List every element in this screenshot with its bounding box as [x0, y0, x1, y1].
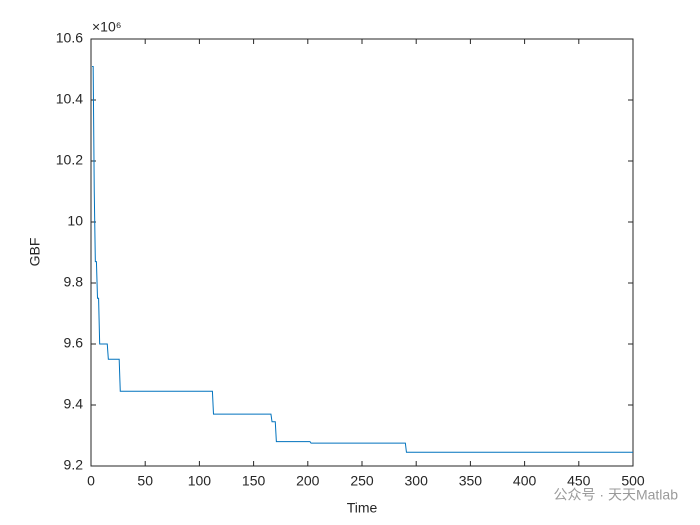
x-tick-label: 350: [459, 473, 483, 489]
x-tick-label: 250: [350, 473, 374, 489]
x-axis-label: Time: [347, 500, 378, 516]
x-tick-label: 150: [242, 473, 266, 489]
x-tick-label: 100: [188, 473, 212, 489]
data-line: [92, 65, 633, 453]
x-tick-label: 0: [87, 473, 95, 489]
y-tick-label: 10.4: [56, 91, 83, 107]
y-exponent-label: ×10⁶: [92, 19, 122, 35]
watermark: 公众号 · 天天Matlab: [554, 487, 679, 503]
x-tick-label: 500: [621, 473, 645, 489]
y-tick-label: 9.2: [64, 457, 84, 473]
y-tick-label: 9.8: [64, 274, 84, 290]
y-tick-label: 9.6: [64, 335, 84, 351]
y-tick-label: 9.4: [64, 396, 84, 412]
x-tick-label: 300: [405, 473, 429, 489]
y-tick-label: 10.2: [56, 152, 83, 168]
y-axis-label: GBF: [27, 238, 43, 267]
x-tick-label: 50: [137, 473, 153, 489]
x-tick-label: 200: [296, 473, 320, 489]
y-tick-label: 10.6: [56, 30, 83, 46]
x-tick-label: 400: [513, 473, 537, 489]
y-tick-label: 10: [67, 213, 83, 229]
x-tick-label: 450: [567, 473, 591, 489]
